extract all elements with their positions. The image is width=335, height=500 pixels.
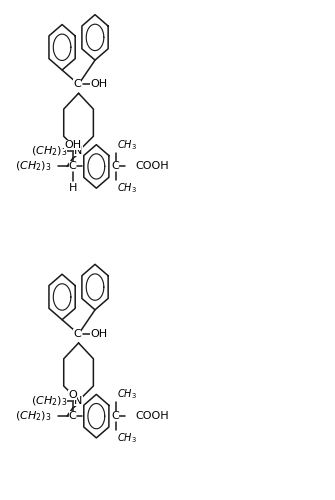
Text: $(CH_2)_3$: $(CH_2)_3$ <box>15 160 51 173</box>
Text: OH: OH <box>64 140 81 149</box>
Text: $CH_3$: $CH_3$ <box>118 388 137 402</box>
Text: N: N <box>74 396 83 406</box>
Text: H: H <box>68 183 77 193</box>
Text: C: C <box>73 329 81 339</box>
Text: OH: OH <box>90 80 108 90</box>
Text: $(CH_2)_3$: $(CH_2)_3$ <box>15 410 51 423</box>
Text: $(CH_2)_3$: $(CH_2)_3$ <box>31 394 67 407</box>
Text: C: C <box>73 80 81 90</box>
Text: $CH_3$: $CH_3$ <box>118 138 137 151</box>
Text: N: N <box>74 146 83 156</box>
Text: C: C <box>111 411 119 421</box>
Text: C: C <box>69 162 76 172</box>
Text: C: C <box>69 411 76 421</box>
Text: $CH_3$: $CH_3$ <box>118 182 137 195</box>
Text: COOH: COOH <box>135 162 169 172</box>
Text: COOH: COOH <box>135 411 169 421</box>
Text: OH: OH <box>90 329 108 339</box>
Text: $CH_3$: $CH_3$ <box>118 431 137 445</box>
Text: O: O <box>68 390 77 400</box>
Text: C: C <box>111 162 119 172</box>
Text: $(CH_2)_3$: $(CH_2)_3$ <box>31 144 67 158</box>
